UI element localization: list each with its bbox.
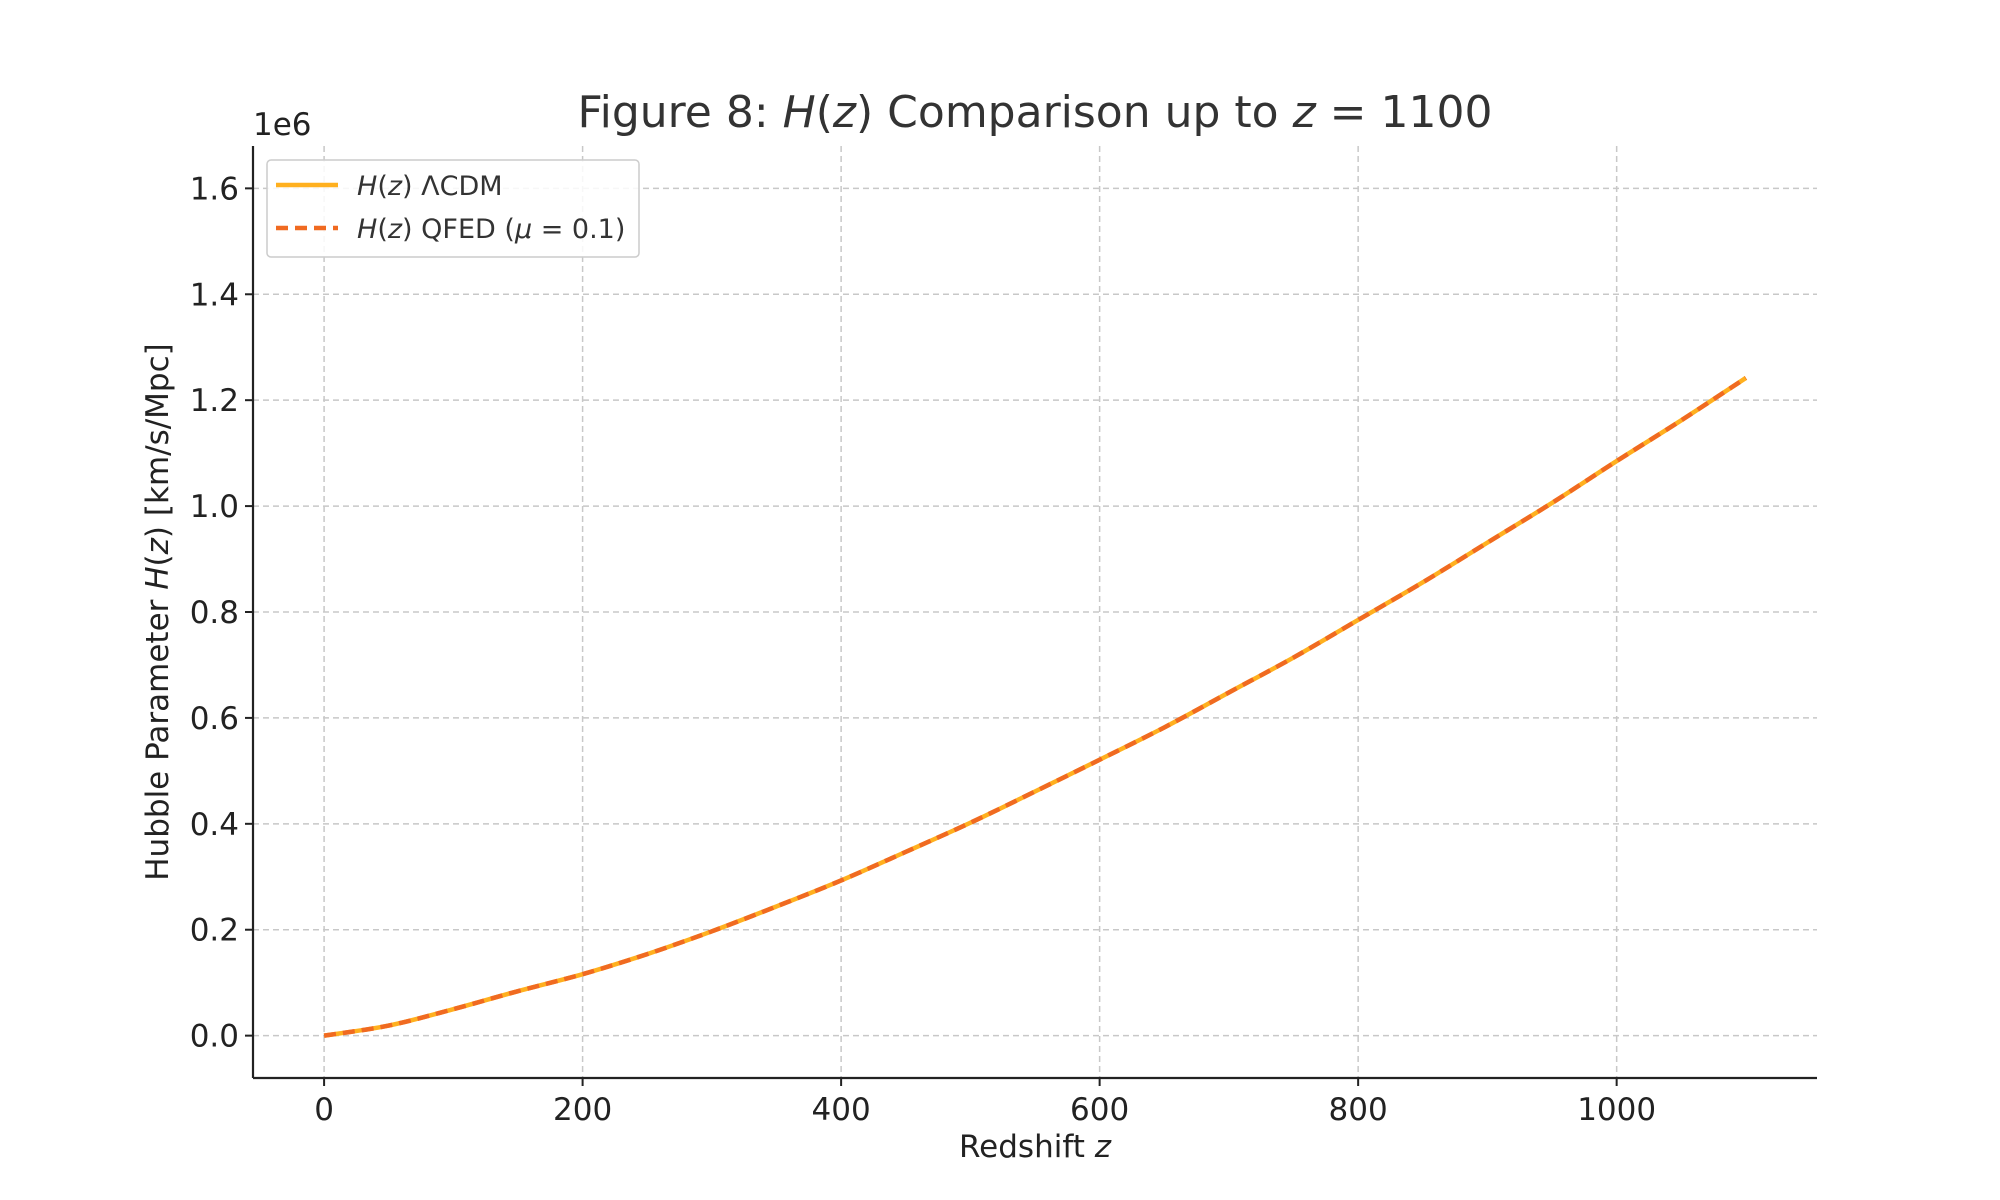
y-offset-label: 1e6 (253, 107, 312, 143)
y-tick-label: 0.6 (190, 701, 239, 737)
y-tick-label: 0.2 (190, 913, 239, 949)
grid (253, 146, 1817, 1078)
x-ticks: 0 200 400 600 800 1000 (314, 1078, 1656, 1128)
legend-box (266, 159, 640, 258)
x-tick-label: 1000 (1577, 1092, 1656, 1128)
y-tick-label: 0.8 (190, 595, 239, 631)
y-ticks: 0.0 0.2 0.4 0.6 0.8 1.0 1.2 1.4 1.6 (190, 171, 253, 1055)
chart-title: Figure 8: H(z) Comparison up to z = 1100 (578, 87, 1493, 138)
y-tick-label: 1.6 (190, 171, 239, 207)
x-tick-label: 200 (553, 1092, 612, 1128)
x-tick-label: 0 (314, 1092, 334, 1128)
legend: H(z) ΛCDM H(z) QFED (μ = 0.1) (266, 159, 640, 258)
y-tick-label: 1.0 (190, 489, 239, 525)
y-tick-label: 1.2 (190, 383, 239, 419)
y-tick-label: 0.0 (190, 1019, 239, 1055)
x-tick-label: 800 (1329, 1092, 1388, 1128)
x-tick-label: 600 (1070, 1092, 1129, 1128)
legend-label-lcdm: H(z) ΛCDM (357, 171, 503, 202)
y-axis-label: Hubble Parameter H(z) [km/s/Mpc] (140, 343, 176, 881)
series-line-qfed (323, 376, 1748, 1038)
series-layer (323, 376, 1748, 1038)
y-tick-label: 1.4 (190, 277, 239, 313)
series-line-lcdm (323, 376, 1748, 1038)
legend-label-qfed: H(z) QFED (μ = 0.1) (357, 214, 625, 245)
x-axis-label: Redshift z (959, 1129, 1112, 1165)
y-tick-label: 0.4 (190, 807, 239, 843)
x-tick-label: 400 (812, 1092, 871, 1128)
